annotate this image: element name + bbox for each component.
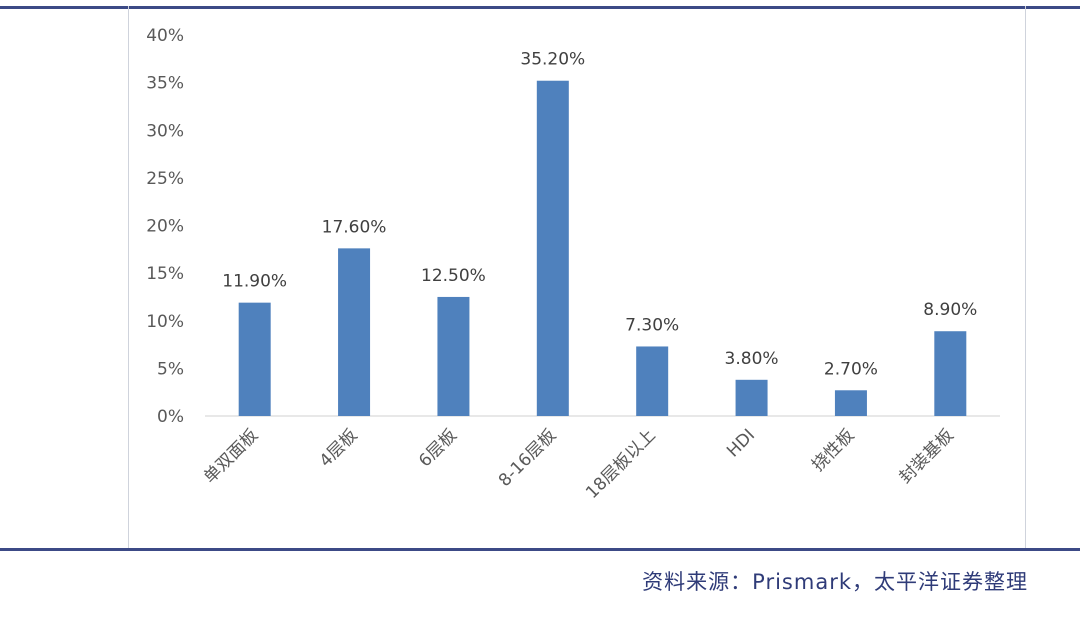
bar xyxy=(934,331,967,416)
y-tick-label: 20% xyxy=(146,217,184,237)
bar xyxy=(834,390,867,416)
y-tick-label: 40% xyxy=(146,26,184,46)
bar xyxy=(536,80,569,416)
bar xyxy=(437,296,470,416)
data-label: 2.70% xyxy=(824,359,878,379)
y-tick-label: 10% xyxy=(146,312,184,332)
bottom-rule xyxy=(0,548,1080,551)
bar xyxy=(636,346,669,416)
y-tick-label: 15% xyxy=(146,264,184,284)
data-label: 8.90% xyxy=(923,300,977,320)
data-label: 12.50% xyxy=(421,266,486,286)
category-label: 8-16层板 xyxy=(495,425,560,490)
bar xyxy=(338,248,371,416)
y-tick-label: 25% xyxy=(146,169,184,189)
top-rule xyxy=(0,6,1080,9)
category-label: 4层板 xyxy=(316,425,362,471)
y-tick-label: 35% xyxy=(146,74,184,94)
category-label: 挠性板 xyxy=(808,425,858,475)
y-tick-label: 30% xyxy=(146,121,184,141)
chart-frame xyxy=(128,6,1026,549)
bar xyxy=(238,302,271,416)
data-label: 11.90% xyxy=(222,272,287,292)
category-label: 18层板以上 xyxy=(582,425,660,503)
y-tick-label: 5% xyxy=(157,359,184,379)
data-label: 17.60% xyxy=(322,217,387,237)
bar-chart: 0% 5% 10% 15% 20% 25% 30% 35% 40% 11.90% 单双面板 17.60… xyxy=(146,26,1000,503)
data-label: 35.20% xyxy=(520,50,585,70)
y-tick-label: 0% xyxy=(157,407,184,427)
data-label: 3.80% xyxy=(725,349,779,369)
category-label: 6层板 xyxy=(415,425,461,471)
source-note: 资料来源：Prismark，太平洋证券整理 xyxy=(642,570,1028,594)
data-label: 7.30% xyxy=(625,315,679,335)
category-label: 单双面板 xyxy=(200,425,262,487)
bar xyxy=(735,379,768,416)
category-label: HDI xyxy=(723,425,759,461)
category-label: 封装基板 xyxy=(896,425,958,487)
